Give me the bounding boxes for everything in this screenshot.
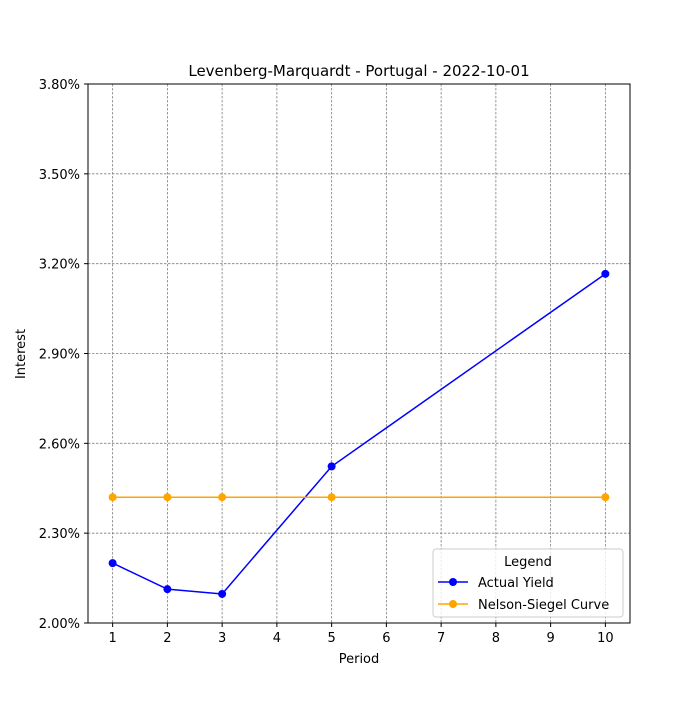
x-tick-label: 2 — [163, 631, 171, 646]
y-tick-label: 3.50% — [39, 168, 80, 183]
legend: Legend Actual Yield Nelson-Siegel Curve — [432, 548, 624, 618]
actual-yield-point — [108, 559, 117, 568]
nelson-siegel-curve-point — [327, 493, 336, 502]
x-tick-label: 8 — [492, 631, 500, 646]
x-tick-label: 9 — [546, 631, 554, 646]
x-tick-label: 7 — [437, 631, 445, 646]
nelson-siegel-curve-point — [108, 493, 117, 502]
y-tick-label: 2.00% — [39, 617, 80, 632]
y-tick-label: 3.80% — [39, 78, 80, 93]
legend-title: Legend — [504, 555, 552, 570]
x-tick-label: 10 — [597, 631, 614, 646]
nelson-siegel-curve-point — [218, 493, 227, 502]
actual-yield-legend-marker — [449, 578, 457, 586]
nelson-siegel-curve-point — [163, 493, 172, 502]
y-tick-label: 2.30% — [39, 527, 80, 542]
legend-box — [432, 548, 624, 618]
actual-yield-legend-label: Actual Yield — [478, 576, 554, 591]
y-tick-label: 2.90% — [39, 348, 80, 363]
chart-title: Levenberg-Marquardt - Portugal - 2022-10… — [188, 62, 529, 80]
x-tick-label: 3 — [218, 631, 226, 646]
y-tick-label: 2.60% — [39, 437, 80, 452]
nelson-siegel-curve-legend-marker — [449, 600, 457, 608]
x-tick-label: 4 — [273, 631, 281, 646]
actual-yield-point — [327, 462, 336, 471]
nelson-siegel-curve-legend-label: Nelson-Siegel Curve — [478, 598, 609, 613]
nelson-siegel-curve-point — [601, 493, 610, 502]
x-tick-label: 1 — [108, 631, 116, 646]
x-tick-label: 5 — [327, 631, 335, 646]
y-axis-label: Interest — [14, 329, 29, 379]
actual-yield-point — [218, 589, 227, 598]
actual-yield-point — [163, 585, 172, 594]
y-tick-label: 3.20% — [39, 258, 80, 273]
axes: 1 2 3 4 5 6 7 8 9 10 2.00% 2.30% 2.60% 2.90% 3.20% 3.50… — [39, 78, 614, 646]
actual-yield-point — [601, 269, 610, 278]
x-tick-label: 6 — [382, 631, 390, 646]
x-axis-label: Period — [339, 652, 380, 667]
legend-items: Actual Yield Nelson-Siegel Curve — [438, 576, 609, 613]
series-layer — [108, 269, 610, 598]
